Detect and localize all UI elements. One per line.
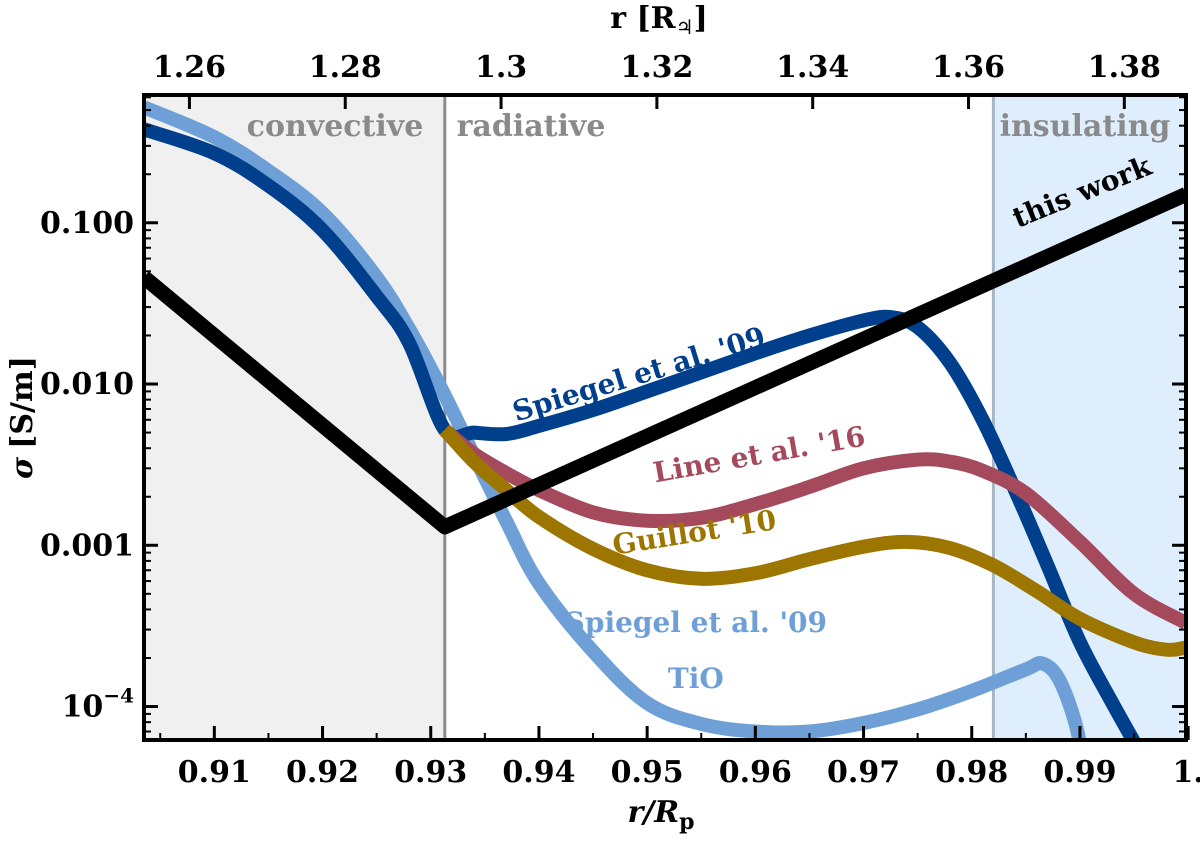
y-tick-label-0.1: 0.100 xyxy=(40,206,134,241)
y-axis-title: σ [S/m] xyxy=(5,356,40,479)
top-axis-label-close: ] xyxy=(694,1,708,36)
x-tick-label-0.96: 0.96 xyxy=(719,755,792,790)
series-layer xyxy=(144,100,1186,740)
top-tick-label-1.28: 1.28 xyxy=(309,50,382,85)
x-tick-label-0.93: 0.93 xyxy=(394,755,467,790)
x-tick-label-1.: 1. xyxy=(1173,755,1200,790)
top-tick-label-1.26: 1.26 xyxy=(153,50,226,85)
x-tick-label-0.99: 0.99 xyxy=(1043,755,1116,790)
x-tick-label-0.94: 0.94 xyxy=(502,755,575,790)
plot-frame xyxy=(142,93,1188,742)
y-tick-label-0.001: 0.001 xyxy=(40,528,134,563)
y-tick-label-0.01: 0.010 xyxy=(40,367,134,402)
y-axis-units: [S/m] xyxy=(5,356,40,449)
region-label-radiative: radiative xyxy=(457,109,606,144)
series-line-guillot-10 xyxy=(439,425,1186,657)
axis-ticks: 0.91 0.92 0.93 0.94 0.95 0.96 0.97 0.98 0.99 1. 1.… xyxy=(40,50,1200,790)
y-tick-exponent: −4 xyxy=(103,684,134,708)
x-tick-label-0.95: 0.95 xyxy=(611,755,684,790)
regions-layer: convective radiative insulating xyxy=(144,95,1186,740)
top-x-axis-title: r [R♃] xyxy=(610,1,708,39)
region-label-convective: convective xyxy=(247,109,424,144)
top-tick-label-1.36: 1.36 xyxy=(932,50,1005,85)
region-label-insulating: insulating xyxy=(1000,109,1171,144)
series-line-spiegel-et-al-09-tio xyxy=(144,100,1087,740)
y-tick-base: 10 xyxy=(62,690,104,725)
x-tick-label-0.92: 0.92 xyxy=(286,755,359,790)
x-axis-label-subscript: p xyxy=(679,809,694,835)
top-tick-label-1.3: 1.3 xyxy=(475,50,527,85)
x-tick-label-0.98: 0.98 xyxy=(935,755,1008,790)
x-axis-title: r/Rp xyxy=(627,795,694,835)
top-tick-label-1.38: 1.38 xyxy=(1088,50,1161,85)
top-tick-label-1.34: 1.34 xyxy=(776,50,849,85)
top-axis-label-subscript: ♃ xyxy=(676,15,694,39)
series-line-spiegel-et-al-09 xyxy=(144,122,1142,740)
top-axis-label: r [R xyxy=(610,1,676,36)
y-axis-symbol: σ xyxy=(5,456,40,479)
region-radiative xyxy=(444,95,994,740)
spiegel-tio-label-line2: TiO xyxy=(668,662,724,695)
x-tick-label-0.97: 0.97 xyxy=(827,755,900,790)
series-line-this-work xyxy=(144,187,1186,535)
y-tick-label-0.0001: 10−4 xyxy=(62,684,135,725)
top-tick-label-1.32: 1.32 xyxy=(620,50,693,85)
x-tick-label-0.91: 0.91 xyxy=(178,755,251,790)
x-axis-label: r/R xyxy=(627,795,679,830)
spiegel-tio-label-line1: Spiegel et al. '09 xyxy=(565,606,827,639)
